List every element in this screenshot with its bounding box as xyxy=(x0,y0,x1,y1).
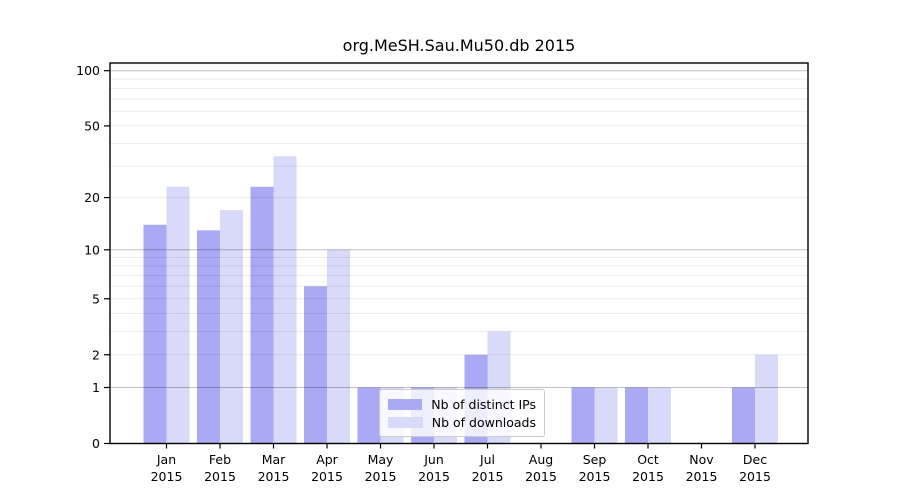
x-tick-label-month: Nov xyxy=(689,452,714,467)
x-tick-label-year: 2015 xyxy=(525,469,557,484)
x-tick-label-year: 2015 xyxy=(632,469,664,484)
legend-item-distinct-ips: Nb of distinct IPs xyxy=(388,398,536,411)
bar-distinct-ips-jan xyxy=(143,224,167,444)
bar-downloads-apr xyxy=(327,249,350,444)
chart-title: org.MeSH.Sau.Mu50.db 2015 xyxy=(342,36,576,55)
x-tick-label-month: Dec xyxy=(743,452,767,467)
bar-downloads-jan xyxy=(166,186,190,444)
x-tick-label-month: Sep xyxy=(583,452,607,467)
x-tick-label-month: Mar xyxy=(262,452,286,467)
y-tick-label: 50 xyxy=(84,118,100,133)
y-tick-label: 0 xyxy=(92,436,100,451)
x-tick-label-year: 2015 xyxy=(151,469,183,484)
x-tick-label-year: 2015 xyxy=(204,469,236,484)
bar-distinct-ips-mar xyxy=(250,186,274,444)
bar-downloads-mar xyxy=(273,156,297,444)
x-tick-label-year: 2015 xyxy=(365,469,397,484)
legend-label-downloads: Nb of downloads xyxy=(431,414,536,430)
plot-border xyxy=(109,62,809,445)
x-tick-label-month: Jun xyxy=(423,452,444,467)
legend-swatch-distinct-ips xyxy=(388,398,423,410)
bar-downloads-sep xyxy=(594,387,618,444)
legend: Nb of distinct IPs Nb of downloads xyxy=(379,389,545,437)
bar-distinct-ips-sep xyxy=(571,387,595,444)
bar-distinct-ips-may xyxy=(357,387,381,444)
bar-distinct-ips-apr xyxy=(304,286,327,444)
y-tick-label: 5 xyxy=(92,291,100,306)
x-tick-label-month: Apr xyxy=(316,452,338,467)
x-tick-label-year: 2015 xyxy=(311,469,343,484)
bar-downloads-dec xyxy=(755,354,778,444)
legend-item-downloads: Nb of downloads xyxy=(388,416,536,429)
legend-swatch-downloads xyxy=(388,416,423,428)
x-tick-label-year: 2015 xyxy=(579,469,611,484)
bar-distinct-ips-dec xyxy=(732,387,755,444)
x-tick-label-month: May xyxy=(368,452,394,467)
x-tick-label-year: 2015 xyxy=(686,469,718,484)
x-tick-label-year: 2015 xyxy=(258,469,290,484)
bar-distinct-ips-feb xyxy=(197,230,220,444)
x-tick-label-year: 2015 xyxy=(472,469,504,484)
y-tick-label: 1 xyxy=(92,380,100,395)
y-tick-label: 10 xyxy=(84,242,100,257)
y-tick-label: 2 xyxy=(92,347,100,362)
y-tick-label: 100 xyxy=(76,63,100,78)
x-tick-label-year: 2015 xyxy=(418,469,450,484)
x-tick-label-year: 2015 xyxy=(739,469,771,484)
bar-distinct-ips-oct xyxy=(625,387,648,444)
x-tick-label-month: Jan xyxy=(156,452,176,467)
bar-downloads-oct xyxy=(648,387,671,444)
x-tick-label-month: Jul xyxy=(479,452,495,467)
x-tick-label-month: Aug xyxy=(529,452,553,467)
legend-label-distinct-ips: Nb of distinct IPs xyxy=(431,396,536,412)
bar-downloads-feb xyxy=(220,210,243,444)
x-tick-label-month: Oct xyxy=(637,452,659,467)
y-tick-label: 20 xyxy=(84,190,100,205)
x-tick-label-month: Feb xyxy=(209,452,231,467)
